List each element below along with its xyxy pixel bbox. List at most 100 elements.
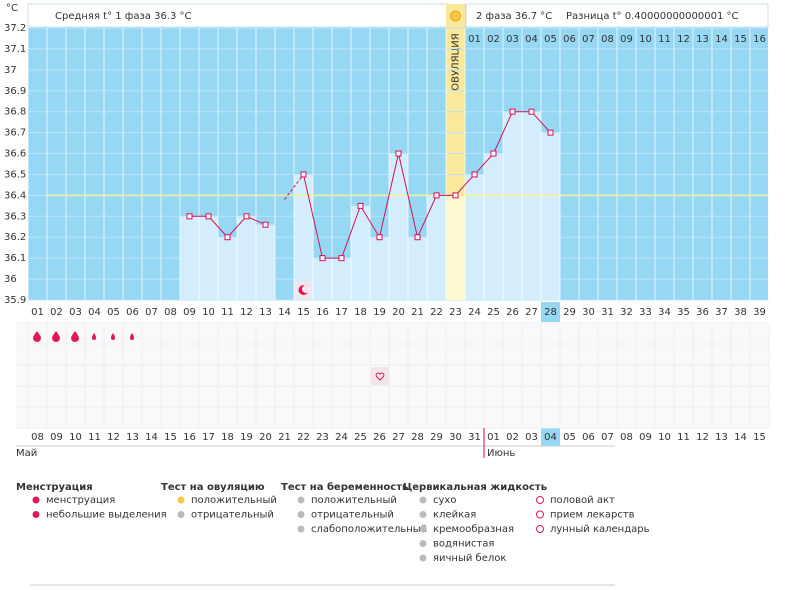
phase2-day: 15	[734, 34, 747, 45]
date-label: 25	[354, 432, 367, 443]
date-label: 31	[468, 432, 481, 443]
date-label: 10	[69, 432, 82, 443]
phase2-day: 09	[620, 34, 633, 45]
day-label: 23	[449, 307, 462, 318]
date-label: 13	[126, 432, 139, 443]
bar	[332, 258, 351, 300]
date-label: 08	[620, 432, 633, 443]
y-tick-label: 37	[4, 65, 17, 76]
date-label: 04	[544, 432, 557, 443]
day-label: 25	[487, 307, 500, 318]
sex-icon	[375, 372, 385, 381]
point	[338, 255, 345, 262]
unit: °С	[6, 3, 18, 14]
day-label: 01	[31, 307, 44, 318]
date-label: 12	[107, 432, 120, 443]
day-label: 27	[525, 307, 538, 318]
point	[433, 192, 440, 199]
date-label: 18	[221, 432, 234, 443]
date-label: 05	[563, 432, 576, 443]
date-label: 07	[601, 432, 614, 443]
legend-icon	[32, 496, 40, 504]
date-label: 11	[88, 432, 101, 443]
day-label: 02	[50, 307, 63, 318]
bar	[370, 237, 389, 300]
bar	[427, 195, 446, 300]
legend-icon	[536, 510, 544, 519]
y-tick-label: 36.2	[4, 232, 26, 243]
phase2-day: 01	[468, 34, 481, 45]
day-label: 19	[373, 307, 386, 318]
legend-icon	[177, 496, 185, 504]
date-label: 22	[297, 432, 310, 443]
bar	[408, 237, 427, 300]
legend-icon	[297, 525, 305, 533]
legend-icon	[419, 525, 427, 533]
today-date-cell	[541, 428, 560, 446]
legend-item: положительный	[311, 495, 397, 506]
day-label: 05	[107, 307, 120, 318]
legend-item: отрицательный	[191, 510, 274, 521]
y-tick-label: 36	[4, 274, 17, 285]
legend-icon	[419, 540, 427, 547]
day-label: 22	[430, 307, 443, 318]
legend-title: Тест на беременность	[281, 481, 408, 493]
day-label: 34	[658, 307, 671, 318]
symbols	[33, 331, 389, 385]
symbols-bg	[16, 324, 768, 428]
date-label: 08	[31, 432, 44, 443]
legend-item: слабоположительный	[311, 524, 427, 535]
day-label: 21	[411, 307, 424, 318]
date-label: 26	[373, 432, 386, 443]
phase2-day: 10	[639, 34, 652, 45]
point	[490, 150, 497, 157]
date-label: 09	[639, 432, 652, 443]
legend-item: лунный календарь	[550, 524, 650, 535]
y-tick-label: 36.5	[4, 169, 26, 180]
date-label: 14	[734, 432, 747, 443]
bar	[218, 237, 237, 300]
day-label: 37	[715, 307, 728, 318]
legend-item: половой акт	[550, 495, 615, 506]
date-label: 27	[392, 432, 405, 443]
sex-cell	[371, 367, 389, 385]
point	[186, 213, 193, 220]
phase2-day: 03	[506, 34, 519, 45]
day-label: 35	[677, 307, 690, 318]
legend-icon	[32, 511, 40, 518]
date-label: 14	[145, 432, 158, 443]
difference: Разница t° 0.40000000000001 °С	[566, 11, 739, 22]
phase2-day: 12	[677, 34, 690, 45]
legend-item: яичный белок	[433, 553, 506, 564]
date-label: 30	[449, 432, 462, 443]
legend-icon	[177, 511, 185, 518]
y-tick-label: 36.7	[4, 128, 26, 139]
date-label: 13	[715, 432, 728, 443]
point	[262, 221, 269, 228]
legend-item: прием лекарств	[550, 510, 635, 521]
day-label: 11	[221, 307, 234, 318]
sun-icon	[450, 10, 461, 22]
date-label: 28	[411, 432, 424, 443]
point	[414, 234, 421, 241]
bar	[313, 258, 332, 300]
point	[376, 234, 383, 241]
point	[357, 202, 364, 209]
date-label: 24	[335, 432, 348, 443]
y-tick-label: 35.9	[4, 295, 26, 306]
day-label: 13	[259, 307, 272, 318]
phase2-day: 13	[696, 34, 709, 45]
legend-item: менструация	[46, 495, 115, 506]
day-label: 07	[145, 307, 158, 318]
legend-item: клейкая	[433, 510, 476, 521]
bar	[465, 174, 484, 300]
today-cell	[541, 302, 560, 322]
point	[528, 108, 535, 115]
point	[224, 234, 231, 241]
header-right	[465, 3, 769, 28]
point	[452, 192, 459, 199]
legend-item: отрицательный	[311, 510, 394, 521]
bar	[199, 216, 218, 300]
date-label: 06	[582, 432, 595, 443]
